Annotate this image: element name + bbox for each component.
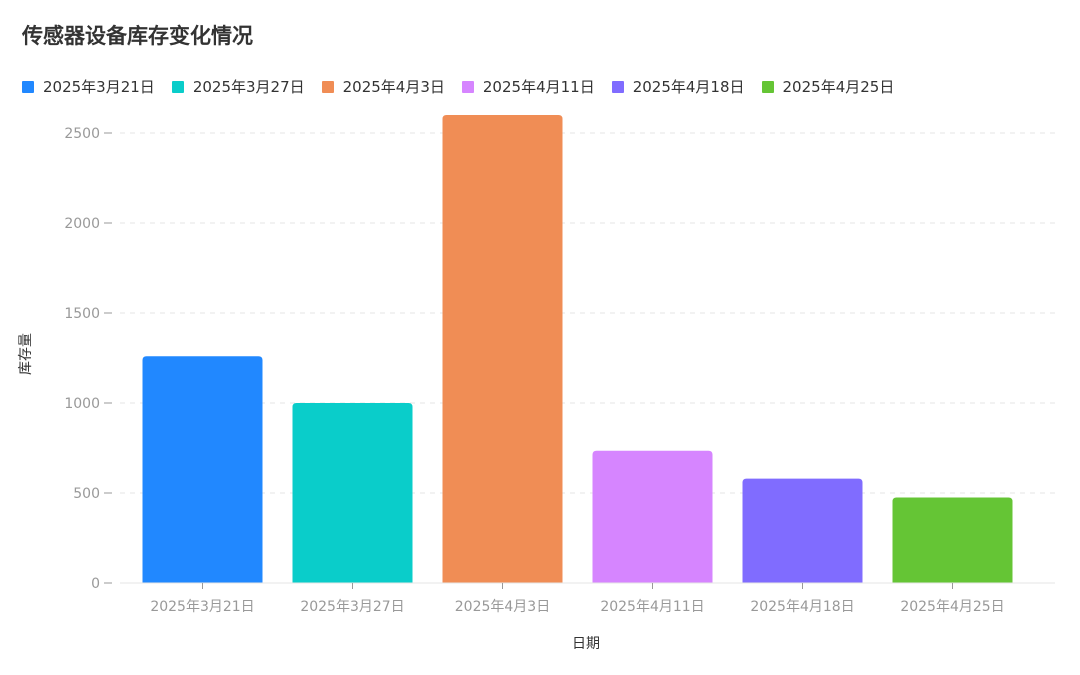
x-axis-title: 日期 (572, 636, 600, 652)
legend-swatch (761, 80, 774, 93)
chart-legend: 2025年3月21日 2025年3月27日 2025年4月3日 2025年4月11日 2… (22, 76, 911, 97)
legend-item[interactable]: 2025年4月18日 (611, 76, 745, 97)
y-tick-label: 1500 (64, 306, 100, 322)
legend-item[interactable]: 2025年4月11日 (461, 76, 595, 97)
legend-label: 2025年4月25日 (782, 78, 895, 96)
bar (742, 478, 863, 583)
legend-label: 2025年4月18日 (632, 78, 745, 96)
legend-label: 2025年4月3日 (342, 78, 445, 96)
legend-item[interactable]: 2025年4月3日 (321, 76, 445, 97)
x-tick-label: 2025年4月18日 (750, 599, 854, 615)
bar (292, 403, 413, 583)
bar (142, 356, 263, 583)
bar (592, 450, 713, 583)
legend-label: 2025年4月11日 (482, 78, 595, 96)
bar (442, 115, 563, 583)
legend-label: 2025年3月21日 (43, 78, 155, 96)
y-tick-label: 1000 (64, 396, 100, 412)
legend-swatch (461, 80, 474, 93)
legend-swatch (171, 80, 184, 93)
legend-swatch (321, 80, 334, 93)
y-tick-label: 0 (91, 576, 100, 592)
legend-swatch (22, 80, 34, 93)
x-tick-label: 2025年4月11日 (600, 599, 704, 615)
legend-item[interactable]: 2025年3月21日 (22, 76, 155, 97)
y-tick-label: 500 (73, 486, 100, 502)
y-tick-label: 2500 (64, 126, 100, 142)
y-axis-title: 库存量 (18, 333, 34, 375)
chart-title: 传感器设备库存变化情况 (22, 24, 253, 48)
x-tick-label: 2025年4月25日 (900, 599, 1004, 615)
x-tick-label: 2025年3月21日 (150, 599, 254, 615)
y-tick-label: 2000 (64, 216, 100, 232)
x-tick-label: 2025年3月27日 (300, 599, 404, 615)
x-tick-label: 2025年4月3日 (455, 599, 550, 615)
legend-label: 2025年3月27日 (192, 78, 305, 96)
legend-item[interactable]: 2025年4月25日 (761, 76, 895, 97)
legend-item[interactable]: 2025年3月27日 (171, 76, 305, 97)
bar (892, 497, 1013, 583)
legend-swatch (611, 80, 624, 93)
